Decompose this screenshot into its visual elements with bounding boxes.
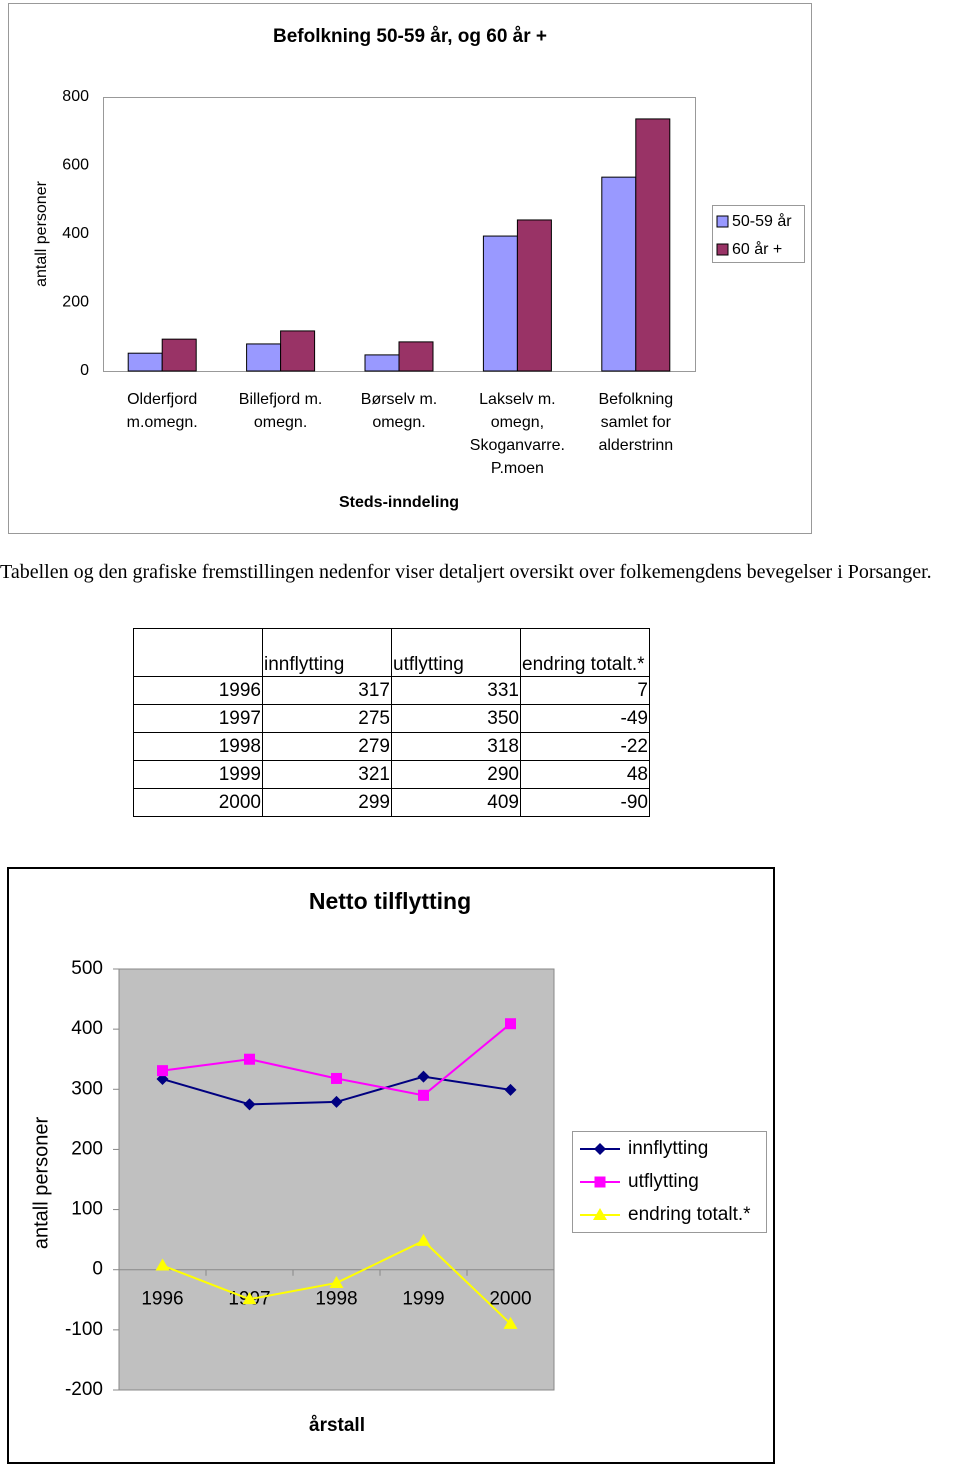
y-tick-label: 0 [92, 1259, 103, 1280]
y-tick-label: 500 [71, 958, 103, 979]
table-cell: -22 [520, 732, 650, 761]
table-cell: 290 [391, 760, 521, 789]
plot-area [103, 97, 696, 372]
data-point [416, 1233, 431, 1246]
y-tick-label: 0 [80, 362, 89, 379]
x-tick-label: Børselv m. omegn. [360, 391, 438, 431]
table-cell: 275 [262, 704, 392, 733]
table-cell: 1996 [133, 676, 263, 705]
data-point [504, 1083, 517, 1096]
table-row: 2000 299 409 -90 [133, 788, 650, 817]
data-point [503, 1316, 518, 1329]
chart-title: Netto tilflytting [309, 888, 471, 914]
y-axis-label: antall personer [33, 180, 50, 287]
bar [280, 330, 316, 372]
data-point [243, 1098, 256, 1111]
table: innflytting utflytting endring totalt.* 199… [133, 628, 650, 817]
legend-label: utflytting [628, 1171, 699, 1192]
header-row: innflytting utflytting endring totalt.* [133, 628, 650, 677]
plot-area [118, 968, 555, 1391]
x-tick-label: Befolkning samlet for alderstrinn [598, 391, 674, 454]
bar [482, 235, 518, 372]
bar [635, 118, 671, 372]
data-point [505, 1018, 516, 1030]
table-cell: -90 [520, 788, 650, 817]
table-cell: 2000 [133, 788, 263, 817]
table-cell: 318 [391, 732, 521, 761]
table-row: 1999 321 290 48 [133, 760, 650, 789]
bar-chart: Befolkning 50-59 år, og 60 år + antall p… [8, 3, 812, 534]
bar [246, 343, 282, 372]
data-point [157, 1065, 168, 1077]
data-point [331, 1072, 342, 1084]
legend-marker [594, 1143, 606, 1155]
y-axis-label: antall personer [30, 1117, 52, 1250]
legend-label: endring totalt.* [628, 1204, 751, 1225]
legend-swatch [716, 215, 729, 228]
legend-label: 60 år + [732, 240, 782, 258]
x-tick-label: 1998 [315, 1289, 357, 1310]
x-tick-label: Billefjord m. omegn. [238, 391, 323, 431]
x-tick-label: 1999 [402, 1289, 444, 1310]
x-tick-label: Lakselv m. omegn, Skoganvarre. P.moen [469, 391, 565, 477]
y-tick-label: 600 [62, 157, 89, 174]
legend-marker [593, 1208, 607, 1220]
y-tick-label: -200 [65, 1379, 103, 1400]
legend-swatch [716, 243, 729, 256]
table-cell: 321 [262, 760, 392, 789]
paragraph: Tabellen og den grafiske fremstillingen … [0, 561, 932, 583]
bar [601, 176, 637, 372]
x-tick-label: Olderfjord m.omegn. [126, 391, 198, 431]
header-cell: innflytting [262, 628, 392, 677]
header-cell: endring totalt.* [520, 628, 650, 677]
x-axis-label: Steds-inndeling [339, 494, 459, 511]
chart-title: Befolkning 50-59 år, og 60 år + [273, 26, 547, 47]
x-tick-label: 1996 [141, 1289, 183, 1310]
bar [161, 338, 197, 372]
data-point [330, 1095, 343, 1108]
data-point [242, 1292, 257, 1305]
y-tick-label: 200 [62, 294, 89, 311]
data-point [417, 1070, 430, 1083]
data-point [329, 1275, 344, 1288]
y-tick-label: 800 [62, 88, 89, 105]
table-cell: 1999 [133, 760, 263, 789]
y-tick-label: 300 [71, 1078, 103, 1099]
table-cell: 279 [262, 732, 392, 761]
bar [516, 219, 552, 372]
y-tick-label: -100 [65, 1319, 103, 1340]
data-point [418, 1089, 429, 1101]
table-cell: 331 [391, 676, 521, 705]
legend-marker [594, 1176, 606, 1188]
y-tick-label: 100 [71, 1199, 103, 1220]
y-tick-label: 200 [71, 1138, 103, 1159]
bar [398, 341, 434, 372]
table-row: 1998 279 318 -22 [133, 732, 650, 761]
legend-label: 50-59 år [732, 212, 792, 230]
x-axis-label: årstall [309, 1415, 365, 1436]
table-cell: 409 [391, 788, 521, 817]
data-point [155, 1258, 170, 1271]
y-tick-label: 400 [62, 225, 89, 242]
x-tick-label: 2000 [489, 1289, 531, 1310]
y-tick-label: 400 [71, 1018, 103, 1039]
data-point [244, 1053, 255, 1065]
header-cell: utflytting [391, 628, 521, 677]
legend-label: innflytting [628, 1138, 708, 1159]
